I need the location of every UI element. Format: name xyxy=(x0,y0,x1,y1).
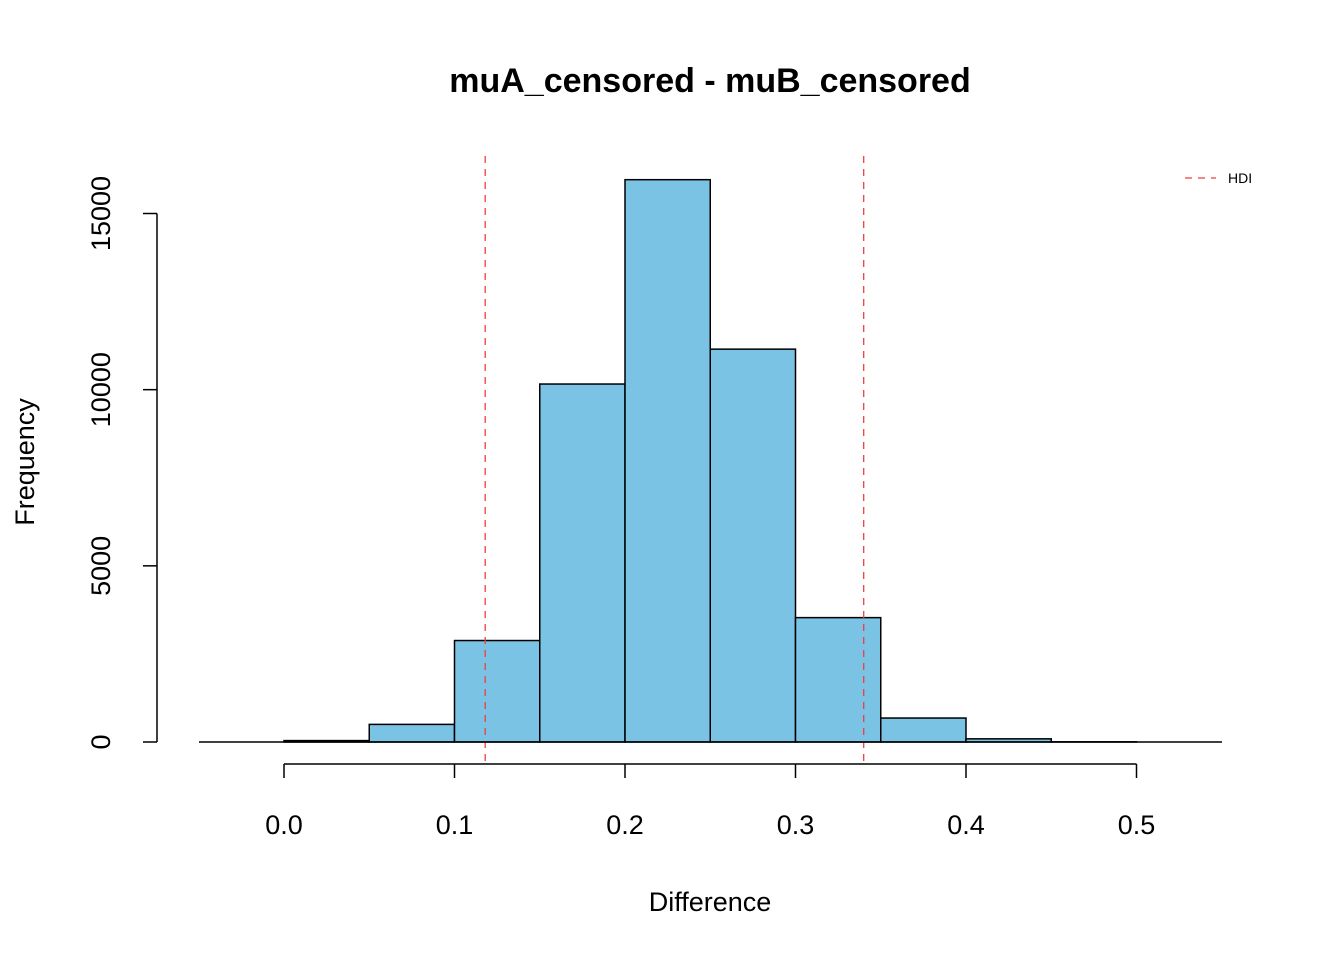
histogram-bar xyxy=(794,616,882,743)
histogram-bars xyxy=(283,178,1138,743)
hdi-lines xyxy=(484,156,865,766)
y-axis-label: Frequency xyxy=(10,398,40,526)
y-tick-label: 5000 xyxy=(86,536,116,596)
y-tick-label: 15000 xyxy=(86,176,116,251)
histogram-bar xyxy=(624,178,711,743)
chart-title: muA_censored - muB_censored xyxy=(449,62,971,100)
legend-hdi-label: HDI xyxy=(1228,170,1252,186)
y-tick-label: 0 xyxy=(86,734,116,749)
x-tick-label: 0.1 xyxy=(436,810,474,840)
x-tick-label: 0.4 xyxy=(947,810,985,840)
y-axis: 0 5000 10000 15000 xyxy=(86,176,158,750)
x-tick-label: 0.3 xyxy=(777,810,815,840)
x-axis-label: Difference xyxy=(649,887,772,917)
x-tick-label: 0.5 xyxy=(1118,810,1156,840)
x-tick-label: 0.2 xyxy=(606,810,644,840)
histogram-bar xyxy=(709,348,797,743)
legend: HDI xyxy=(1185,170,1252,186)
histogram-bar xyxy=(368,723,456,743)
histogram-bar xyxy=(539,383,626,743)
histogram-bar xyxy=(453,639,541,743)
histogram-bar xyxy=(880,717,967,743)
y-tick-label: 10000 xyxy=(86,352,116,427)
x-axis: 0.0 0.1 0.2 0.3 0.4 0.5 xyxy=(265,763,1156,840)
x-tick-label: 0.0 xyxy=(265,810,303,840)
